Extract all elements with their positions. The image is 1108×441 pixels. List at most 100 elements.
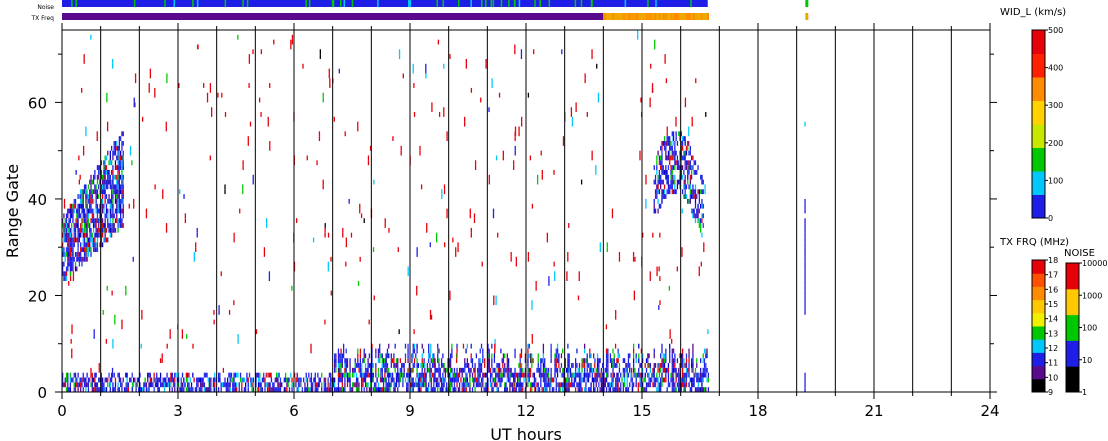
echo-cell: [670, 155, 672, 161]
echo-cell: [663, 363, 666, 368]
echo-cell: [527, 382, 529, 388]
echo-cell: [434, 372, 436, 378]
echo-cell: [527, 256, 530, 262]
echo-cell: [527, 358, 529, 364]
echo-cell: [520, 353, 523, 359]
echo-cell: [104, 387, 106, 392]
echo-cell: [609, 358, 612, 364]
echo-cell: [98, 223, 100, 228]
echo-cell: [386, 348, 389, 354]
echo-cell: [116, 198, 118, 204]
echo-cell: [617, 377, 619, 383]
echo-cell: [257, 377, 260, 383]
echo-cell: [676, 358, 679, 364]
echo-cell: [112, 208, 114, 214]
echo-cell: [148, 83, 150, 88]
echo-cell: [250, 377, 252, 383]
echo-cell: [658, 387, 661, 392]
echo-cell: [309, 387, 311, 392]
echo-cell: [653, 179, 655, 185]
colorbar-txfreq-segment: [1032, 312, 1045, 327]
echo-cell: [657, 367, 659, 373]
echo-cell: [104, 165, 106, 170]
echo-cell: [696, 358, 698, 364]
echo-cell: [660, 174, 662, 180]
echo-cell: [245, 382, 247, 388]
echo-cell: [247, 382, 249, 388]
echo-cell: [451, 343, 453, 349]
echo-cell: [661, 155, 663, 161]
echo-cell: [165, 377, 167, 383]
echo-cell: [357, 387, 359, 392]
echo-cell: [606, 247, 608, 253]
echo-cell: [595, 382, 597, 388]
echo-cell: [649, 382, 652, 388]
echo-cell: [701, 387, 703, 392]
echo-cell: [556, 372, 559, 378]
echo-cell: [412, 343, 414, 349]
echo-cell: [86, 218, 88, 224]
echo-cell: [90, 367, 92, 373]
echo-cell: [220, 387, 222, 392]
txfreq-bar-tick: [628, 13, 631, 20]
echo-cell: [658, 179, 661, 185]
echo-cell: [422, 382, 425, 388]
echo-cell: [221, 382, 224, 388]
echo-cell: [355, 372, 358, 378]
echo-cell: [509, 382, 511, 388]
echo-cell: [91, 382, 93, 388]
echo-cell: [274, 387, 276, 392]
echo-cell: [392, 136, 394, 142]
echo-cell: [637, 387, 639, 392]
echo-cell: [315, 382, 318, 388]
echo-cell: [509, 372, 511, 378]
echo-cell: [174, 382, 176, 388]
echo-cell: [110, 213, 113, 219]
echo-cell: [167, 382, 169, 388]
echo-cell: [586, 353, 588, 359]
echo-cell: [479, 358, 481, 364]
echo-cell: [291, 377, 293, 383]
echo-cell: [123, 387, 126, 392]
echo-cell: [661, 358, 663, 364]
echo-cell: [131, 387, 133, 392]
echo-cell: [446, 208, 448, 214]
echo-cell: [156, 382, 158, 388]
echo-cell: [62, 377, 64, 383]
echo-cell: [224, 377, 226, 383]
echo-cell: [547, 367, 550, 373]
echo-cell: [296, 377, 298, 383]
echo-cell: [83, 213, 86, 219]
echo-cell: [556, 343, 559, 349]
echo-cell: [272, 382, 274, 388]
echo-cell: [484, 363, 486, 368]
echo-cell: [497, 232, 499, 238]
echo-cell: [479, 363, 481, 368]
echo-cell: [81, 261, 83, 267]
echo-cell: [671, 382, 673, 388]
echo-cell: [121, 208, 123, 214]
echo-cell: [692, 208, 694, 214]
echo-cell: [238, 387, 240, 392]
echo-cell: [680, 382, 682, 388]
echo-cell: [316, 160, 318, 166]
echo-cell: [134, 377, 136, 383]
echo-cell: [482, 353, 484, 359]
echo-cell: [95, 223, 97, 228]
echo-cell: [491, 358, 493, 364]
echo-cell: [504, 363, 506, 368]
echo-cell: [375, 348, 377, 354]
echo-cell: [692, 155, 694, 161]
echo-cell: [440, 358, 443, 364]
echo-cell: [545, 382, 547, 388]
echo-cell: [674, 367, 676, 373]
echo-cell: [484, 387, 487, 392]
echo-cell: [149, 372, 151, 378]
echo-cell: [63, 227, 65, 233]
echo-cell: [69, 203, 72, 209]
echo-cell: [258, 97, 261, 103]
echo-cell: [600, 387, 603, 392]
echo-cell: [131, 382, 134, 388]
echo-cell: [243, 387, 246, 392]
echo-cell: [693, 213, 695, 219]
